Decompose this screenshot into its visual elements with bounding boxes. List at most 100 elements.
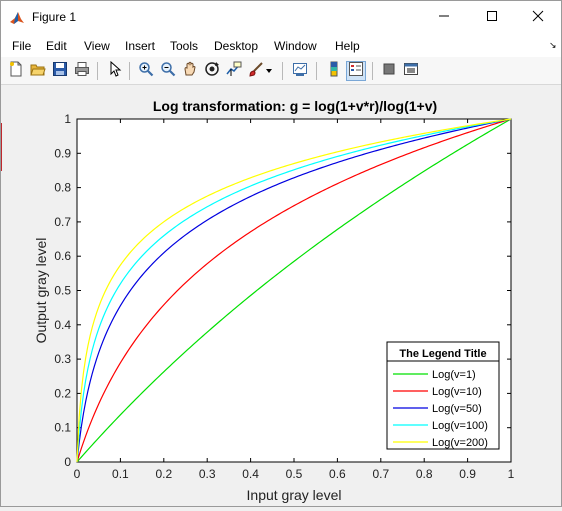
series-line-v1 [76, 118, 512, 463]
legend-title: The Legend Title [399, 348, 486, 360]
brush-dropdown-icon [265, 62, 273, 80]
y-axis-label: Output gray level [33, 238, 49, 344]
y-tick-label: 0.5 [54, 284, 71, 298]
series-line-v100 [76, 118, 512, 463]
figure-canvas[interactable]: Log transformation: g = log(1+v*r)/log(1… [2, 86, 561, 506]
print-icon [74, 61, 90, 82]
x-tick-label: 0.1 [112, 467, 129, 481]
y-axis: 0 0.1 0.2 0.3 0.4 0.5 0.6 0.7 0.8 0.9 1 [54, 112, 511, 469]
y-tick-label: 0.4 [54, 318, 71, 332]
zoom-in-icon [138, 61, 154, 82]
legend-label-v50: Log(v=50) [432, 403, 482, 415]
menu-window[interactable]: Window [274, 39, 317, 53]
edit-plot-button[interactable] [105, 60, 125, 82]
brush-dropdown-button[interactable] [263, 61, 275, 81]
x-tick-label: 0.8 [416, 467, 433, 481]
series-line-v50 [76, 118, 512, 463]
close-button[interactable] [515, 1, 561, 34]
menu-edit[interactable]: Edit [46, 39, 67, 53]
menu-dock-arrow-icon[interactable]: ↘ [549, 40, 557, 50]
x-tick-label: 1 [508, 467, 515, 481]
toolbar-separator [316, 62, 317, 80]
x-tick-label: 0 [74, 467, 81, 481]
brush-icon [248, 61, 264, 82]
y-tick-label: 0 [64, 455, 71, 469]
legend-items: Log(v=1) Log(v=10) Log(v=50) Log(v=100) Log(… [393, 369, 488, 449]
save-icon [52, 61, 68, 82]
maximize-button[interactable] [469, 1, 515, 34]
zoom-out-icon [160, 61, 176, 82]
edit-plot-arrow-icon [107, 60, 123, 82]
rotate-3d-icon [204, 61, 220, 82]
y-tick-label: 0.2 [54, 386, 71, 400]
y-tick-label: 0.1 [54, 421, 71, 435]
y-tick-label: 0.3 [54, 352, 71, 366]
legend-label-v100: Log(v=100) [432, 420, 488, 432]
data-cursor-button[interactable] [224, 61, 244, 81]
chart-title: Log transformation: g = log(1+v*r)/log(1… [153, 98, 437, 114]
x-tick-label: 0.6 [329, 467, 346, 481]
toolbar-separator [282, 62, 283, 80]
legend-label-v1: Log(v=1) [432, 369, 476, 381]
maximize-icon [486, 9, 498, 27]
brush-button[interactable] [246, 61, 266, 81]
zoom-in-button[interactable] [136, 61, 156, 81]
menu-help[interactable]: Help [335, 39, 360, 53]
print-button[interactable] [72, 61, 92, 81]
menu-file[interactable]: File [12, 39, 32, 53]
y-tick-label: 0.9 [54, 146, 71, 160]
legend-label-v10: Log(v=10) [432, 386, 482, 398]
series-line-v10 [76, 118, 512, 463]
toolbar-separator [97, 62, 98, 80]
close-icon [532, 9, 544, 27]
hide-plot-tools-button[interactable] [379, 61, 399, 81]
save-button[interactable] [50, 61, 70, 81]
title-bar[interactable]: Figure 1 [1, 1, 561, 34]
insert-colorbar-button[interactable] [324, 61, 344, 81]
y-tick-label: 0.8 [54, 181, 71, 195]
chart-svg: Log transformation: g = log(1+v*r)/log(1… [33, 98, 515, 503]
zoom-out-button[interactable] [158, 61, 178, 81]
menu-bar: File Edit View Insert Tools Desktop Wind… [1, 34, 561, 57]
x-tick-label: 0.2 [155, 467, 172, 481]
open-file-icon [30, 61, 46, 82]
link-plot-icon [292, 61, 308, 82]
legend-label-v200: Log(v=200) [432, 437, 488, 449]
new-figure-button[interactable] [6, 61, 26, 81]
insert-legend-icon [348, 61, 364, 82]
link-plot-button[interactable] [290, 61, 310, 81]
show-plot-tools-icon [403, 61, 419, 82]
y-tick-label: 0.7 [54, 215, 71, 229]
rotate-3d-button[interactable] [202, 61, 222, 81]
show-plot-tools-button[interactable] [401, 61, 421, 81]
minimize-button[interactable] [421, 1, 467, 34]
legend-box [386, 341, 500, 450]
insert-colorbar-icon [326, 61, 342, 82]
pan-hand-icon [182, 61, 198, 82]
insert-legend-button[interactable] [346, 61, 366, 81]
x-axis-label: Input gray level [247, 487, 342, 503]
series-line-v200 [76, 118, 512, 463]
menu-desktop[interactable]: Desktop [214, 39, 259, 53]
menu-insert[interactable]: Insert [125, 39, 156, 53]
data-cursor-icon [226, 61, 242, 82]
pan-button[interactable] [180, 61, 200, 81]
new-figure-icon [8, 61, 24, 82]
y-tick-label: 0.6 [54, 249, 71, 263]
x-tick-label: 0.9 [459, 467, 476, 481]
x-tick-label: 0.5 [286, 467, 303, 481]
menu-view[interactable]: View [84, 39, 110, 53]
legend[interactable]: The Legend Title Log(v=1)Log(v=10)Log(v=… [386, 341, 500, 450]
hide-plot-tools-icon [381, 61, 397, 82]
menu-tools[interactable]: Tools [170, 39, 199, 53]
series-lines [76, 118, 512, 463]
y-tick-label: 1 [64, 112, 71, 126]
open-file-button[interactable] [28, 61, 48, 81]
window-title: Figure 1 [32, 10, 77, 24]
x-tick-label: 0.7 [372, 467, 389, 481]
figure-toolbar [1, 57, 561, 85]
x-axis: 0 0.1 0.2 0.3 0.4 0.5 0.6 0.7 0.8 0.9 1 [74, 119, 515, 481]
toolbar-separator [129, 62, 130, 80]
toolbar-separator [372, 62, 373, 80]
